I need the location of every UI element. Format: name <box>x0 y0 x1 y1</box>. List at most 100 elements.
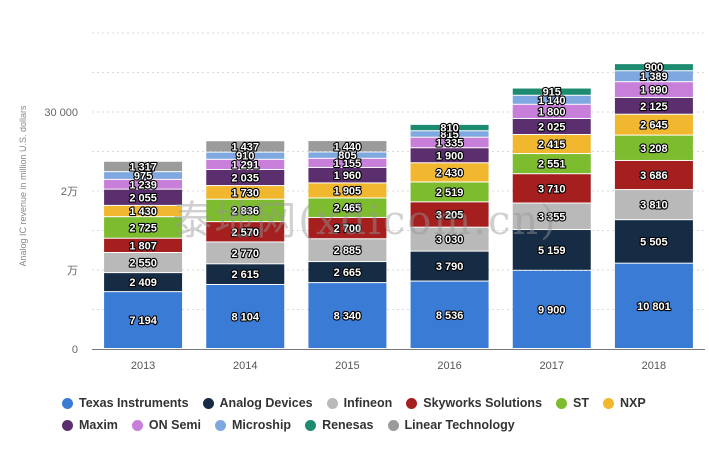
bar-segment <box>512 174 591 203</box>
legend-item[interactable]: NXP <box>603 394 646 412</box>
data-label: 2 836 <box>231 205 259 217</box>
bar-segment <box>206 141 285 152</box>
bar-segment <box>512 230 591 270</box>
bar-segment <box>614 190 693 220</box>
data-label: 2 035 <box>231 173 259 185</box>
y-tick-label: 万 <box>67 265 78 277</box>
data-label: 2 700 <box>334 223 362 235</box>
data-label: 2 430 <box>436 167 464 179</box>
legend-label: ON Semi <box>148 418 202 432</box>
x-tick-label: 2014 <box>233 360 257 372</box>
bar-segment <box>104 217 183 238</box>
bar-segment <box>410 251 489 281</box>
bar-segment <box>614 71 693 82</box>
bar-segment <box>206 284 285 348</box>
legend-label: Linear Technology <box>404 418 515 432</box>
data-label: 2 415 <box>538 139 566 151</box>
legend-item[interactable]: Linear Technology <box>387 416 515 434</box>
data-label: 2 885 <box>334 245 362 257</box>
legend-dot-icon <box>62 397 73 409</box>
bar-segment <box>104 292 183 348</box>
data-label: 5 159 <box>538 245 566 257</box>
bar-segment <box>512 88 591 95</box>
bar-segment <box>206 169 285 186</box>
bar-segment <box>104 205 183 217</box>
data-label: 2 465 <box>334 203 362 215</box>
legend-dot-icon <box>62 419 73 431</box>
legend-item[interactable]: Analog Devices <box>202 394 313 412</box>
legend-item[interactable]: ON Semi <box>131 416 202 434</box>
data-label: 1 807 <box>129 240 157 252</box>
legend-item[interactable]: Microship <box>215 416 291 434</box>
legend-dot-icon <box>131 419 143 431</box>
bar-segment <box>512 118 591 134</box>
data-label: 2 725 <box>129 222 157 234</box>
data-label: 1 140 <box>538 95 566 107</box>
bar-segment <box>410 227 489 251</box>
legend-label: Maxim <box>79 418 118 432</box>
data-label: 3 810 <box>640 200 668 212</box>
x-tick-label: 2018 <box>642 360 666 372</box>
bar-segment <box>512 104 591 118</box>
legend-dot-icon <box>556 397 568 409</box>
legend-label: NXP <box>620 396 646 410</box>
data-label: 1 335 <box>436 137 464 149</box>
bar-segment <box>614 114 693 135</box>
bar-segment <box>410 124 489 131</box>
bar-segment <box>512 270 591 348</box>
bar-segment <box>512 95 591 104</box>
legend-item[interactable]: Renesas <box>305 416 374 434</box>
bar-segment <box>308 167 387 183</box>
data-label: 1 960 <box>334 170 362 182</box>
bar-segment <box>308 158 387 167</box>
data-label: 1 291 <box>231 159 259 171</box>
legend-item[interactable]: Infineon <box>326 394 393 412</box>
data-label: 2 519 <box>436 187 464 199</box>
data-label: 2 645 <box>640 120 668 132</box>
legend-label: Renesas <box>322 418 374 432</box>
bar-segment <box>104 238 183 252</box>
data-label: 2 025 <box>538 121 566 133</box>
data-label: 2 615 <box>231 269 259 281</box>
bar-segment <box>614 64 693 71</box>
legend-item[interactable]: Skyworks Solutions <box>406 394 542 412</box>
bar-segment <box>410 148 489 163</box>
data-label: 1 730 <box>231 187 259 199</box>
bar-segment <box>308 141 387 152</box>
data-label: 3 355 <box>538 211 566 223</box>
bar-segment <box>206 242 285 264</box>
bar-segment <box>104 252 183 273</box>
bar-segment <box>512 134 591 154</box>
bar-segment <box>104 179 183 189</box>
legend-label: Skyworks Solutions <box>423 396 543 410</box>
data-label: 9 900 <box>538 304 566 316</box>
bar-segment <box>410 131 489 137</box>
data-label: 8 536 <box>436 310 464 322</box>
data-label: 1 900 <box>436 150 464 162</box>
x-tick-label: 2016 <box>437 360 461 372</box>
bar-segment <box>206 264 285 284</box>
legend-item[interactable]: Texas Instruments <box>62 394 189 412</box>
legend-item[interactable]: Maxim <box>62 416 118 434</box>
y-tick-label: 0 <box>72 344 78 356</box>
bar-segment <box>614 160 693 190</box>
bar-segment <box>206 222 285 242</box>
bar-segment <box>614 97 693 114</box>
data-label: 1 239 <box>129 179 157 191</box>
bar-segment <box>104 161 183 172</box>
legend-label: ST <box>573 396 589 410</box>
data-label: 2 770 <box>231 248 259 260</box>
bar-segment <box>104 273 183 292</box>
legend-dot-icon <box>603 397 614 409</box>
bar-segment <box>308 283 387 348</box>
data-label: 3 686 <box>640 170 668 182</box>
y-axis-label: Analog IC revenue in million U.S. dollar… <box>18 105 28 267</box>
legend-item[interactable]: ST <box>556 394 589 412</box>
data-label: 8 104 <box>231 311 259 323</box>
bar-segment <box>308 239 387 262</box>
legend-label: Infineon <box>343 396 393 410</box>
data-label: 7 194 <box>129 315 157 327</box>
data-label: 1 389 <box>640 71 668 83</box>
bar-segment <box>614 263 693 348</box>
bar-segment <box>410 137 489 148</box>
